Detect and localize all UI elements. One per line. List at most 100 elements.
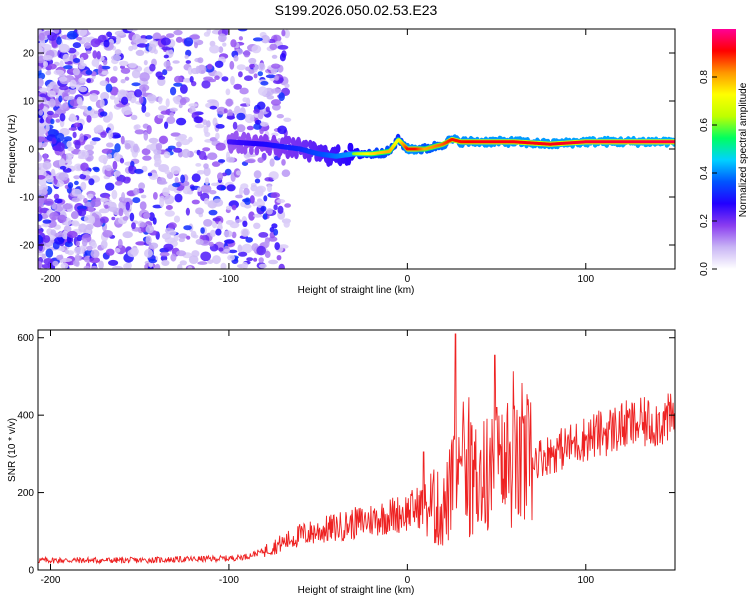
heatmap-cell: [164, 121, 169, 129]
colorbar-tick-label: 0.4: [699, 166, 710, 180]
heatmap-cell: [100, 208, 107, 213]
heatmap-cell: [120, 135, 125, 145]
snr-frame: [37, 329, 676, 571]
heatmap-cell: [193, 116, 203, 124]
heatmap-cell: [225, 98, 233, 107]
heatmap-cell: [266, 95, 275, 100]
heatmap-cell: [123, 263, 130, 269]
heatmap-cell: [273, 228, 279, 236]
heatmap-cell: [276, 199, 286, 204]
heatmap-cell: [77, 29, 88, 37]
heatmap-cell: [220, 262, 227, 269]
heatmap-cell: [270, 192, 281, 199]
heatmap-cell: [262, 213, 268, 220]
heatmap-cell: [54, 236, 65, 245]
heatmap-cell: [223, 108, 228, 114]
heatmap-cell: [335, 144, 341, 154]
heatmap-cell: [139, 72, 150, 82]
x-tick-label: 0: [405, 575, 411, 586]
heatmap-cell: [90, 265, 98, 269]
heatmap-cell: [269, 158, 275, 167]
heatmap-cell: [119, 90, 128, 96]
heatmap-cell: [223, 248, 230, 253]
heatmap-cell: [54, 198, 63, 204]
heatmap-cell: [236, 170, 242, 176]
heatmap-cell: [133, 187, 140, 195]
heatmap-cell: [129, 212, 135, 222]
heatmap-cell: [216, 106, 227, 115]
heatmap-cell: [215, 142, 226, 151]
heatmap-cell: [38, 185, 44, 191]
heatmap-cell: [178, 103, 183, 109]
heatmap-cell: [239, 87, 249, 95]
heatmap-cell: [256, 245, 267, 256]
heatmap-cell: [281, 159, 286, 166]
heatmap-cell: [100, 131, 107, 138]
heatmap-cell: [218, 33, 227, 43]
heatmap-cell: [127, 249, 138, 258]
heatmap-cell: [138, 182, 146, 190]
heatmap-cell: [140, 194, 147, 199]
x-tick-label: 0: [405, 274, 411, 285]
snr-series-line: [38, 333, 675, 565]
heatmap-cell: [38, 72, 46, 80]
snr-xlabel: Height of straight line (km): [298, 585, 415, 596]
heatmap-cell: [163, 243, 174, 251]
heatmap-cell: [42, 160, 52, 170]
heatmap-cell: [158, 135, 169, 144]
heatmap-cell: [78, 63, 86, 70]
heatmap-cell: [283, 117, 292, 123]
heatmap-cell: [99, 216, 109, 224]
x-tick-label: -100: [219, 575, 239, 586]
heatmap-cell: [270, 88, 282, 94]
heatmap-cell: [79, 173, 86, 180]
heatmap-cell: [159, 197, 165, 208]
heatmap-cell: [185, 207, 190, 216]
heatmap-cell: [38, 152, 41, 162]
heatmap-cell: [39, 103, 44, 110]
heatmap-cell: [251, 44, 262, 54]
heatmap-cell: [134, 124, 141, 130]
heatmap-cell: [92, 50, 98, 59]
snr-ticks: -200 -100 0 100 0 200 400 600: [17, 330, 675, 586]
heatmap-cell: [214, 60, 224, 68]
heatmap-cell: [131, 69, 141, 79]
heatmap-cell: [257, 71, 263, 77]
heatmap-cell: [59, 85, 69, 91]
heatmap-cell: [131, 222, 136, 230]
heatmap-cell: [226, 115, 236, 120]
heatmap-cell: [143, 60, 148, 66]
heatmap-cell: [64, 249, 70, 254]
heatmap-cell: [79, 105, 88, 110]
heatmap-cell: [96, 50, 101, 60]
heatmap-cell: [244, 159, 256, 164]
heatmap-cell: [260, 121, 269, 127]
heatmap-cell: [174, 75, 183, 83]
heatmap-cell: [255, 186, 264, 196]
heatmap-cell: [206, 120, 211, 128]
heatmap-cell: [87, 193, 94, 199]
heatmap-cell: [73, 58, 81, 63]
heatmap-cell: [71, 220, 76, 226]
heatmap-cell: [109, 95, 116, 100]
heatmap-cell: [146, 144, 157, 151]
heatmap-cell: [226, 156, 235, 163]
heatmap-cell: [43, 153, 48, 161]
heatmap-cell: [56, 254, 64, 261]
heatmap-cell: [183, 225, 192, 231]
heatmap-cell: [173, 82, 183, 87]
heatmap-cell: [241, 261, 249, 269]
heatmap-cell: [221, 76, 229, 82]
heatmap-cell: [225, 220, 235, 225]
heatmap-cell: [163, 151, 171, 159]
heatmap-cell: [230, 39, 237, 48]
heatmap-cell: [42, 219, 52, 224]
heatmap-cell: [160, 37, 171, 46]
heatmap-cell: [64, 241, 73, 248]
heatmap-cell: [38, 32, 45, 41]
heatmap-cell: [217, 172, 224, 181]
heatmap-cell: [142, 80, 149, 85]
heatmap-cell: [105, 164, 112, 171]
x-tick-label: -200: [40, 575, 60, 586]
